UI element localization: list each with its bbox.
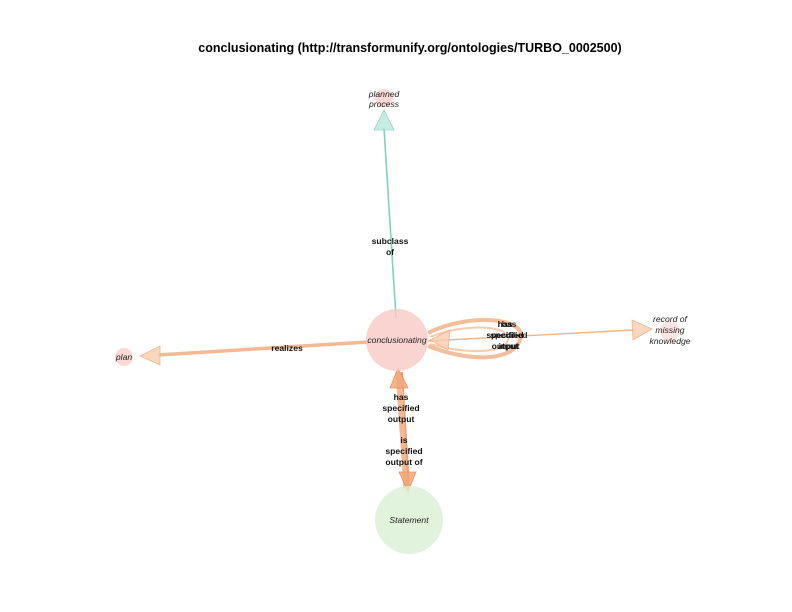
node-label: conclusionating xyxy=(367,335,426,345)
edge-label-line: output of xyxy=(385,457,422,467)
arrowhead-icon xyxy=(373,109,395,131)
edge-label-line: specified xyxy=(385,446,422,456)
edge-realizes xyxy=(139,340,369,366)
graph-title: conclusionating (http://transformunify.o… xyxy=(198,41,621,55)
node-label-line: process xyxy=(368,99,400,109)
edge-label-is-specified-output-of: is specified output of xyxy=(385,435,422,467)
edge-label-line: output xyxy=(492,341,519,351)
edge-label-line: specified xyxy=(490,330,527,340)
node-record-of-missing-knowledge[interactable]: record of missing knowledge xyxy=(649,314,690,346)
edge-label-line: specified xyxy=(382,403,419,413)
edge-label-realizes: realizes xyxy=(271,343,303,353)
edge-label-line: has xyxy=(502,319,517,329)
node-label: Statement xyxy=(389,515,429,525)
edge-self-loop xyxy=(427,318,524,360)
arrowhead-icon xyxy=(398,471,417,494)
arrowhead-icon xyxy=(631,319,653,341)
edge-label-has-specified-output: has specified output xyxy=(382,392,419,424)
edge-label-line: subclass xyxy=(372,236,409,246)
edge-label-loop-output: has specified output xyxy=(486,319,523,351)
node-planned-process[interactable]: planned process xyxy=(368,89,400,109)
node-label-line: missing xyxy=(655,325,684,335)
node-label-line: record of xyxy=(653,314,689,324)
node-conclusionating[interactable]: conclusionating xyxy=(366,309,428,371)
edge-label-line: of xyxy=(386,247,394,257)
edge-statement-links xyxy=(389,367,417,494)
arrowhead-icon xyxy=(389,367,409,389)
edge-label-loop-input: has specified input xyxy=(490,319,527,351)
edge-label-line: has xyxy=(394,392,409,402)
node-label: plan xyxy=(115,352,132,362)
arrowhead-icon xyxy=(429,329,451,351)
edge-label-line: has xyxy=(498,319,513,329)
edge-label-line: input xyxy=(499,341,520,351)
edge-to-record xyxy=(427,319,653,342)
edge-label-line: specified xyxy=(486,330,523,340)
node-plan[interactable]: plan xyxy=(115,348,133,366)
edge-label-line: output xyxy=(388,414,415,424)
node-label-line: planned xyxy=(368,89,400,99)
edge-subclass-of xyxy=(373,109,397,319)
edge-label-line: is xyxy=(400,435,407,445)
arrowhead-icon xyxy=(139,345,161,366)
edge-label-subclass-of: subclass of xyxy=(372,236,409,257)
node-label-line: knowledge xyxy=(649,336,690,346)
node-statement[interactable]: Statement xyxy=(375,486,443,554)
